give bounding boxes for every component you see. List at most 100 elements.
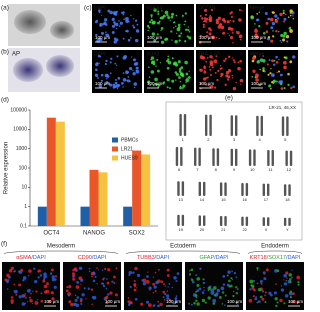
cell [261,58,264,60]
cell [54,275,58,278]
cell [156,22,159,24]
cell [267,73,270,76]
x-tick-label: SOX2 [129,231,146,237]
cell [263,277,267,281]
chromosome [209,114,212,136]
cell [107,9,111,13]
cell [114,293,118,297]
scale-label: 100 μm [288,299,303,304]
cell [98,11,101,14]
cell [264,300,267,303]
cell [148,286,152,290]
cell [240,83,242,85]
image-label: AP [12,52,20,58]
cell [221,291,225,294]
cell [292,55,296,59]
colony [50,21,74,39]
cell [116,87,119,90]
cell [150,70,155,74]
cell [256,269,259,271]
legend-swatch [112,146,118,152]
cell [150,16,153,18]
scale-label: 100 μm [105,299,120,304]
cell [217,69,220,72]
cell [167,55,170,58]
cell [227,75,231,79]
cell [235,81,237,84]
chromosome [181,214,185,226]
cell [276,71,278,74]
cell [234,61,236,63]
cell [156,69,160,73]
cell [186,35,189,38]
chromosome [235,148,238,166]
cell [90,271,94,276]
cell [100,73,104,77]
cell [203,65,207,69]
cell [135,66,139,70]
cell [180,66,184,70]
cell [166,294,170,298]
cell [203,70,207,74]
cell [14,289,18,294]
cell [94,275,97,278]
cell [132,69,134,71]
image-label: Merge [250,51,264,57]
image-label: TRA-1-60 [198,51,220,57]
cell [280,285,283,287]
chromosome-number: 6 [178,167,181,172]
cell [148,66,150,69]
cell [282,38,286,42]
cell [262,271,266,275]
cell [147,29,149,32]
cell [132,26,136,29]
cell [271,11,274,13]
cell [184,60,188,65]
cell [115,22,119,27]
cell [105,287,108,290]
cell [270,68,272,70]
cell [283,274,287,278]
cell [255,75,259,79]
cell [199,82,202,85]
chromosome [267,183,270,196]
cell [6,288,9,290]
cell [162,296,165,299]
cell [283,17,287,21]
cell [279,39,282,42]
cell [158,20,161,23]
cell [285,280,287,282]
cell [236,288,239,291]
cell [91,296,95,299]
cell [273,291,277,295]
cell [150,14,153,17]
cell [31,302,34,305]
cell [268,84,272,88]
cell [170,30,173,33]
scale-label: 100 μm [251,81,266,86]
chromosome [203,181,206,196]
cell [132,72,136,76]
cell [169,19,171,22]
group-brace [125,250,241,255]
cell [262,55,265,57]
cell [113,275,116,279]
cell [132,58,136,62]
label-part: CD90 [78,255,92,261]
cell [249,288,252,291]
cell [157,304,160,308]
cell [177,23,181,27]
cell [270,73,275,77]
cell [80,283,82,285]
cell [150,58,153,61]
cell [215,292,219,296]
cell [228,279,231,283]
scale-label: 100 μm [44,299,59,304]
cell [215,37,218,39]
bar [55,121,65,226]
cell [216,78,219,82]
cell [156,58,159,61]
chromosome [288,217,291,226]
chromosome [241,183,244,196]
cell [264,11,268,15]
